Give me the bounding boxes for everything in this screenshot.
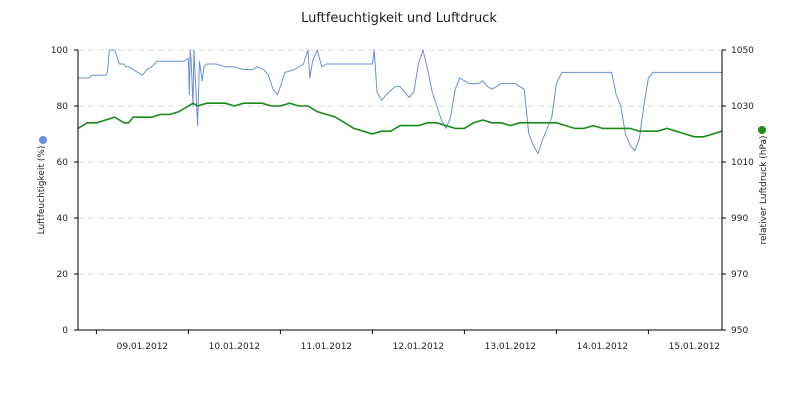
y-right-tick-label: 950	[731, 326, 748, 336]
series-layer	[77, 49, 723, 155]
x-tick-label: 14.01.2012	[577, 342, 629, 352]
y-axis-left-label: Luftfeuchtigkeit (%)	[37, 146, 47, 235]
left-axis-series-marker	[39, 136, 47, 144]
y-right-tick-label: 1010	[731, 158, 754, 168]
y-axis-right-label: relativer Luftdruck (hPa)	[759, 135, 769, 244]
y-right-tick-label: 970	[731, 270, 748, 280]
right-axis-series-marker	[758, 126, 766, 134]
x-tick-label: 13.01.2012	[485, 342, 537, 352]
y-right-tick-label: 1050	[731, 46, 754, 56]
y-left-tick-label: 100	[51, 46, 68, 56]
y-left-tick-label: 0	[62, 326, 68, 336]
axis-layer: 0 20 40 60 80 100 950 970 990 1010 1030 1050 09.01.2…	[51, 46, 754, 352]
x-tick-label: 11.01.2012	[301, 342, 353, 352]
series-line-right	[77, 102, 723, 138]
x-tick-label: 09.01.2012	[117, 342, 169, 352]
chart-title: Luftfeuchtigkeit und Luftdruck	[301, 11, 497, 26]
y-left-tick-label: 60	[57, 158, 69, 168]
series-line-left	[78, 49, 722, 155]
x-tick-label: 10.01.2012	[209, 342, 261, 352]
label-layer: Luftfeuchtigkeit (%) relativer Luftdruck…	[37, 126, 769, 245]
x-tick-label: 15.01.2012	[669, 342, 721, 352]
y-left-tick-label: 20	[57, 270, 69, 280]
y-right-tick-label: 990	[731, 214, 748, 224]
y-right-tick-label: 1030	[731, 102, 754, 112]
grid-layer	[78, 49, 722, 275]
x-tick-label: 12.01.2012	[393, 342, 445, 352]
y-left-tick-label: 80	[57, 102, 69, 112]
y-left-tick-label: 40	[57, 214, 69, 224]
